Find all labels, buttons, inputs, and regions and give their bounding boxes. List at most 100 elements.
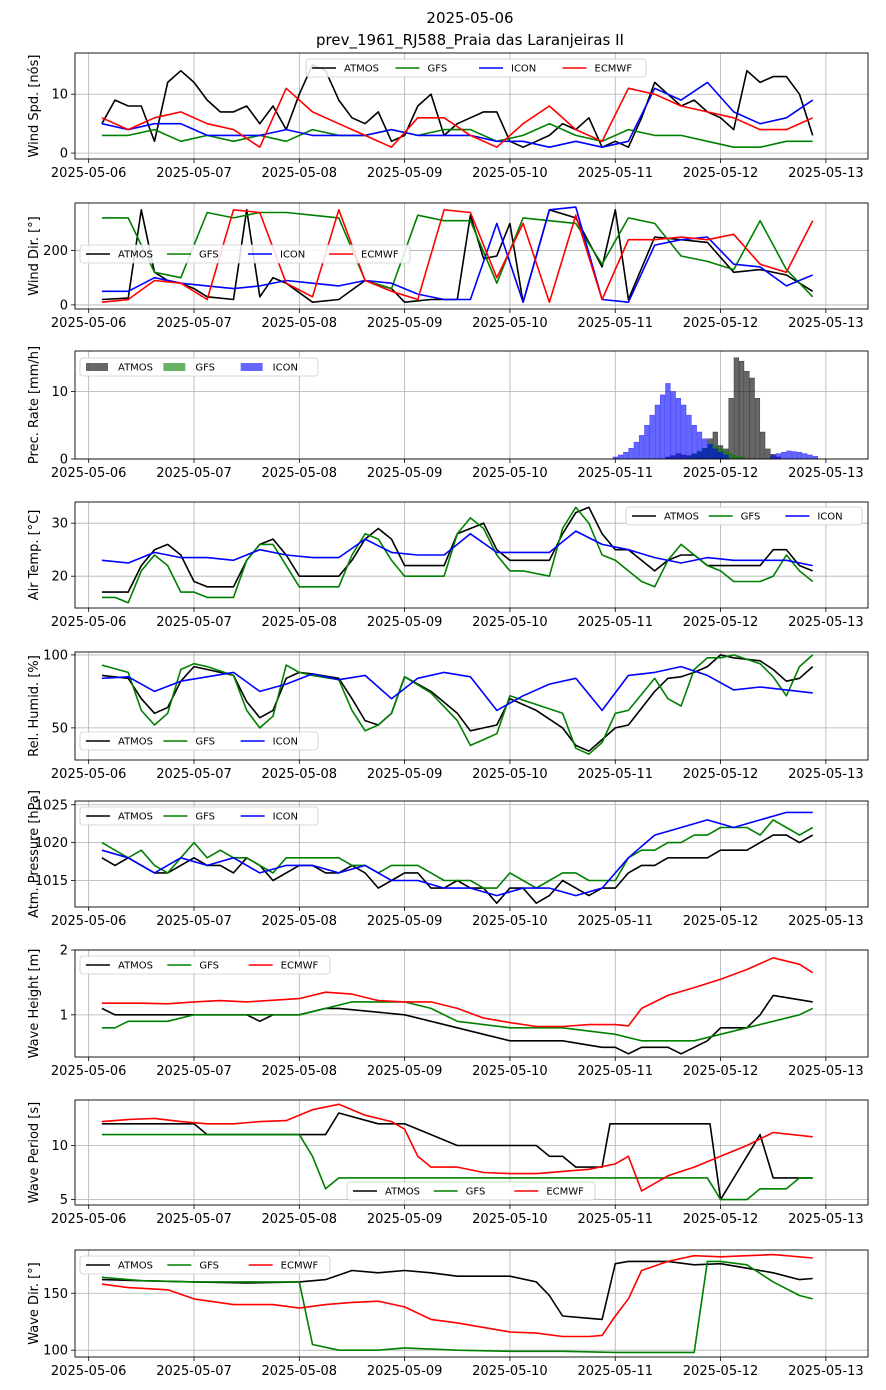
panel-9: 2025-05-06 2025-05-07 2025-05-08 2025-05-09… <box>27 1249 869 1379</box>
x-tick-label: 2025-05-13 <box>788 914 864 929</box>
plot-area <box>101 64 814 148</box>
axes-frame <box>74 202 869 310</box>
bar-icon <box>696 431 703 459</box>
y-axis-label: Prec. Rate [mm/h] <box>27 346 42 464</box>
x-tick-label: 2025-05-09 <box>367 166 443 181</box>
x-tick-label: 2025-05-07 <box>156 1064 232 1079</box>
bar-icon <box>686 414 692 459</box>
bar-icon <box>623 452 629 459</box>
x-tick-label: 2025-05-10 <box>472 316 548 331</box>
plot-area <box>101 654 814 756</box>
legend-label: GFS <box>195 812 215 823</box>
panel-5: 2025-05-06 2025-05-07 2025-05-08 2025-05-09… <box>27 648 869 782</box>
x-tick-label: 2025-05-08 <box>262 914 338 929</box>
bar-icon <box>670 391 676 459</box>
axes-frame <box>74 52 869 160</box>
x-tick-label: 2025-05-07 <box>156 914 232 929</box>
series-icon <box>101 811 813 897</box>
legend: ATMOS GFS ICON ECMWF <box>79 244 411 264</box>
series-icon <box>101 665 813 712</box>
series-icon <box>101 81 814 148</box>
x-tick-label: 2025-05-11 <box>577 1212 653 1227</box>
x-tick-label: 2025-05-09 <box>367 1212 443 1227</box>
y-tick-label: 0 <box>60 453 68 468</box>
legend-label: ICON <box>280 250 305 261</box>
y-axis-label: Atm. Pressure [hPa] <box>27 790 42 918</box>
x-tick-label: 2025-05-08 <box>262 1364 338 1379</box>
y-tick-label: 10 <box>51 385 68 400</box>
y-tick-label: 0 <box>60 147 68 162</box>
x-tick-label: 2025-05-06 <box>51 1364 127 1379</box>
legend-label: ATMOS <box>118 250 153 261</box>
x-tick-label: 2025-05-06 <box>51 316 127 331</box>
x-tick-label: 2025-05-12 <box>683 1364 759 1379</box>
bar-icon <box>628 447 634 459</box>
x-tick-label: 2025-05-07 <box>156 767 232 782</box>
x-tick-label: 2025-05-06 <box>51 166 127 181</box>
x-tick-label: 2025-05-06 <box>51 1212 127 1227</box>
bar-atmos <box>765 448 771 459</box>
legend-label: ATMOS <box>118 1261 153 1272</box>
legend-label: ATMOS <box>118 961 153 972</box>
legend-swatch <box>86 363 108 371</box>
x-tick-label: 2025-05-08 <box>262 615 338 630</box>
x-tick-label: 2025-05-11 <box>577 466 653 481</box>
y-axis-label: Wave Height [m] <box>27 949 42 1059</box>
legend: ATMOS GFS ICON ECMWF <box>305 58 647 78</box>
y-axis-label: Rel. Humid. [%] <box>27 655 42 757</box>
legend-box <box>79 357 319 377</box>
x-tick-label: 2025-05-12 <box>683 166 759 181</box>
y-tick-label: 100 <box>43 1344 68 1359</box>
legend-label: ATMOS <box>118 737 153 748</box>
plot-area <box>101 956 814 1055</box>
bar-icon <box>681 404 687 459</box>
x-tick-label: 2025-05-10 <box>472 166 548 181</box>
series-atmos <box>101 209 814 304</box>
x-tick-label: 2025-05-08 <box>262 1064 338 1079</box>
bar-icon <box>654 404 660 459</box>
series-gfs <box>101 1001 814 1042</box>
legend-label: ATMOS <box>118 363 153 374</box>
x-tick-label: 2025-05-12 <box>683 466 759 481</box>
x-tick-label: 2025-05-08 <box>262 316 338 331</box>
x-tick-label: 2025-05-09 <box>367 1364 443 1379</box>
axes-frame <box>74 350 869 460</box>
y-axis-label: Wave Period [s] <box>27 1102 42 1203</box>
x-tick-label: 2025-05-12 <box>683 1064 759 1079</box>
series-atmos <box>101 1260 813 1321</box>
legend-label: GFS <box>466 1187 486 1198</box>
series-icon <box>101 530 813 567</box>
bar-gfs <box>728 453 734 459</box>
legend: ATMOS GFS ICON <box>79 357 319 377</box>
bar-atmos <box>739 360 745 459</box>
x-tick-label: 2025-05-11 <box>577 316 653 331</box>
x-tick-label: 2025-05-07 <box>156 466 232 481</box>
y-tick-label: 200 <box>43 244 68 259</box>
figure-title: 2025-05-06 <box>426 9 513 27</box>
legend-box <box>625 506 863 526</box>
x-tick-label: 2025-05-12 <box>683 615 759 630</box>
legend-box <box>79 806 319 826</box>
legend-label: ECMWF <box>546 1187 584 1198</box>
series-atmos <box>101 834 814 905</box>
legend-label: GFS <box>195 363 215 374</box>
series-gfs <box>101 654 814 756</box>
legend-box <box>79 244 411 264</box>
bar-icon <box>617 454 624 459</box>
x-tick-label: 2025-05-06 <box>51 767 127 782</box>
y-tick-label: 30 <box>51 517 68 532</box>
legend-label: ICON <box>273 812 298 823</box>
series-atmos <box>101 1112 813 1201</box>
panel-4: 2025-05-06 2025-05-07 2025-05-08 2025-05-09… <box>27 501 869 630</box>
y-tick-label: 50 <box>51 721 68 736</box>
x-tick-label: 2025-05-11 <box>577 166 653 181</box>
x-tick-label: 2025-05-06 <box>51 466 127 481</box>
x-tick-label: 2025-05-08 <box>262 767 338 782</box>
bar-icon <box>707 443 713 459</box>
x-tick-label: 2025-05-13 <box>788 1212 864 1227</box>
bar-atmos <box>760 431 766 459</box>
axes-frame <box>74 949 869 1058</box>
bar-icon <box>781 452 787 459</box>
x-tick-label: 2025-05-06 <box>51 1064 127 1079</box>
